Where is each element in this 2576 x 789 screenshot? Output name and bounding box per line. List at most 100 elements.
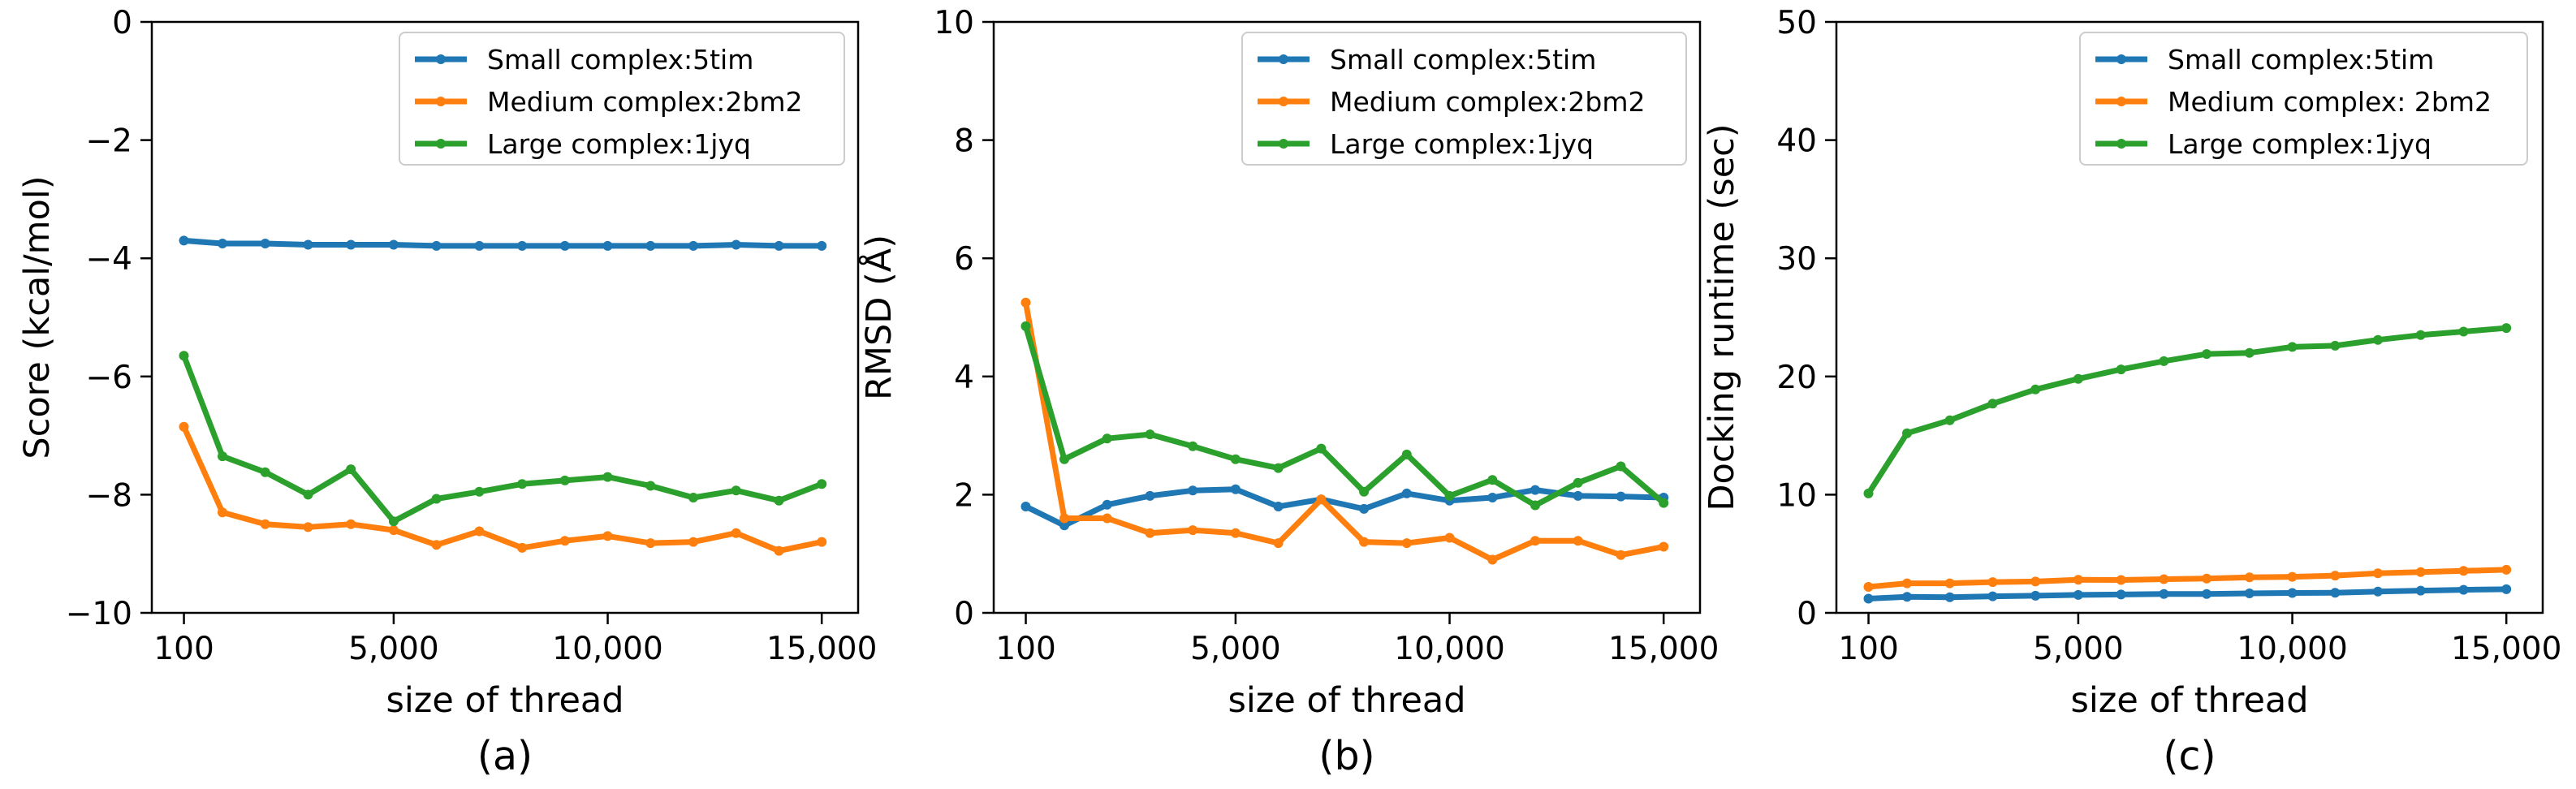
legend-marker	[436, 139, 446, 149]
data-point	[1573, 490, 1583, 501]
data-point	[1359, 486, 1370, 497]
data-point	[2202, 589, 2212, 599]
legend: Small complex:5tim Medium complex: 2bm2 La…	[2079, 32, 2528, 166]
data-point	[774, 240, 784, 251]
data-point	[688, 493, 698, 502]
data-point	[1944, 592, 1955, 602]
data-point	[2458, 584, 2469, 595]
data-point	[517, 542, 528, 553]
y-axis-label: Docking runtime (sec)	[1702, 123, 1742, 511]
series-line-3	[1864, 325, 2509, 498]
data-point	[1902, 578, 1912, 589]
legend-marker	[2116, 97, 2126, 106]
series-line-3	[179, 351, 826, 524]
y-tick-label: 10	[1776, 477, 1817, 514]
data-point	[1102, 499, 1112, 510]
data-point	[2244, 347, 2255, 358]
data-point	[1944, 415, 1955, 425]
data-point	[2116, 589, 2126, 600]
legend-box	[399, 32, 845, 166]
legend-marker	[1279, 54, 1288, 64]
data-point	[1987, 399, 1998, 409]
x-tick-label: 10,000	[1394, 631, 1504, 667]
data-point	[2415, 330, 2426, 340]
data-point	[303, 489, 313, 500]
data-point	[1102, 433, 1112, 444]
data-point	[517, 240, 528, 251]
data-point	[602, 472, 613, 482]
data-point	[1863, 593, 1874, 604]
data-point	[1573, 536, 1583, 546]
data-point	[303, 239, 313, 250]
data-point	[817, 479, 827, 489]
data-point	[1273, 463, 1284, 473]
legend-label: Medium complex: 2bm2	[2168, 86, 2492, 118]
series-line-2	[1022, 299, 1668, 563]
data-point	[602, 240, 613, 251]
data-point	[688, 240, 698, 251]
data-point	[388, 239, 399, 250]
data-point	[645, 538, 656, 549]
y-tick-label: 50	[1776, 5, 1817, 41]
y-tick-label: 0	[1797, 596, 1817, 632]
data-point	[1188, 525, 1198, 536]
data-point	[1401, 538, 1412, 549]
data-point	[218, 239, 227, 248]
y-tick-label: 40	[1776, 123, 1817, 160]
data-point	[2458, 326, 2469, 337]
data-point	[817, 240, 827, 251]
legend-marker	[1279, 139, 1288, 149]
data-point	[1145, 528, 1155, 538]
data-point	[2458, 566, 2469, 576]
data-point	[1987, 577, 1998, 588]
y-tick-label: −8	[86, 477, 133, 514]
series-line-1	[1865, 586, 2509, 602]
legend: Small complex:5tim Medium complex:2bm2 Lar…	[399, 32, 845, 166]
data-point	[1659, 541, 1669, 552]
data-point	[559, 475, 570, 485]
legend-box	[2079, 32, 2528, 166]
legend-label: Large complex:1jyq	[2168, 128, 2431, 160]
data-point	[431, 540, 442, 550]
data-point	[2030, 590, 2041, 601]
data-point	[1273, 502, 1284, 511]
y-axis-label: RMSD (Å)	[858, 235, 900, 400]
y-tick-label: 0	[954, 596, 974, 632]
data-point	[2373, 568, 2383, 579]
data-point	[1487, 554, 1498, 565]
y-tick-label: 6	[954, 241, 974, 278]
data-point	[2244, 572, 2255, 583]
data-point	[2287, 588, 2298, 598]
data-point	[1573, 477, 1583, 488]
subplot-label: (c)	[2163, 733, 2216, 779]
x-axis-label: size of thread	[1228, 680, 1465, 721]
data-point	[260, 467, 270, 477]
data-point	[2330, 340, 2341, 351]
data-point	[602, 531, 613, 541]
data-point	[645, 481, 656, 491]
data-point	[1401, 449, 1412, 459]
subplot-b: 100 5,000 10,000 15,000 0 2 4 6 8 10 size of threa…	[858, 5, 1719, 779]
data-point	[1530, 500, 1540, 511]
data-point	[2116, 575, 2126, 585]
y-tick-label: −6	[86, 360, 133, 396]
data-point	[517, 479, 528, 489]
data-point	[2287, 342, 2298, 352]
data-point	[1020, 502, 1031, 511]
data-point	[2501, 564, 2512, 575]
legend-marker	[436, 54, 446, 64]
data-point	[2415, 567, 2426, 577]
data-point	[179, 351, 189, 361]
data-point	[179, 421, 189, 432]
legend-marker	[436, 97, 446, 106]
data-point	[731, 528, 741, 538]
y-tick-label: 0	[112, 5, 132, 41]
data-point	[2202, 573, 2212, 584]
y-tick-label: 8	[954, 123, 974, 160]
data-point	[559, 536, 570, 546]
data-point	[1530, 536, 1540, 546]
data-point	[1230, 484, 1241, 494]
data-point	[1359, 537, 1370, 547]
y-tick-label: −2	[86, 123, 133, 160]
